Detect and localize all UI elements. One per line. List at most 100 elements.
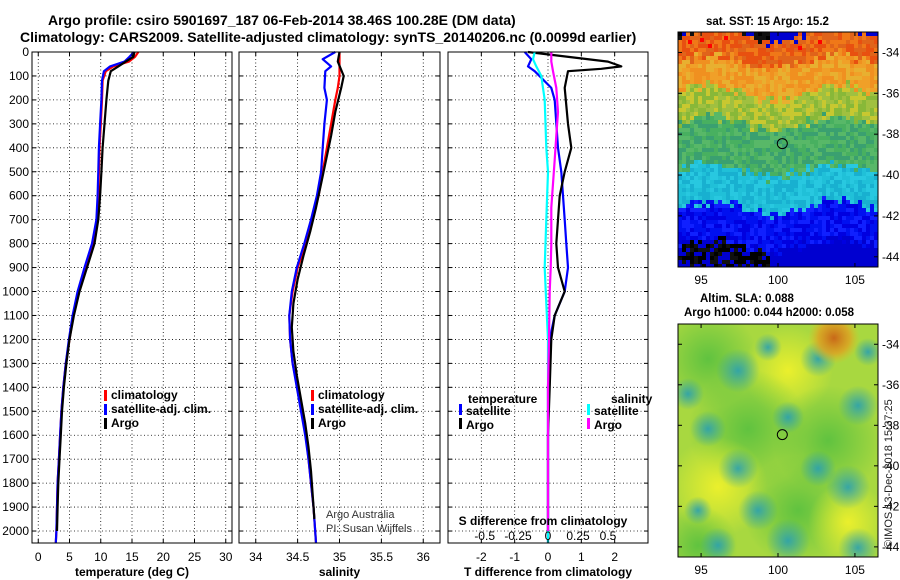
sst-pixel <box>802 120 806 124</box>
sst-pixel <box>798 32 802 36</box>
sst-pixel <box>810 88 814 92</box>
sst-pixel <box>686 36 690 40</box>
sst-pixel <box>818 64 822 68</box>
sst-pixel <box>698 152 702 156</box>
sst-pixel <box>726 208 730 212</box>
sst-pixel <box>706 148 710 152</box>
sst-pixel <box>806 132 810 136</box>
sst-pixel <box>810 136 814 140</box>
sst-pixel <box>874 212 878 216</box>
sst-pixel <box>790 224 794 228</box>
sst-pixel <box>710 208 714 212</box>
sst-pixel <box>790 160 794 164</box>
sst-pixel <box>826 124 830 128</box>
sst-pixel <box>746 212 750 216</box>
sst-pixel <box>874 232 878 236</box>
sst-pixel <box>790 264 794 267</box>
sst-pixel <box>770 240 774 244</box>
sst-pixel <box>762 204 766 208</box>
sst-pixel <box>866 76 870 80</box>
sst-pixel <box>766 184 770 188</box>
sst-pixel <box>810 188 814 192</box>
sst-pixel <box>702 244 706 248</box>
sst-pixel <box>778 52 782 56</box>
sst-pixel <box>814 160 818 164</box>
sst-pixel <box>858 92 862 96</box>
sst-pixel <box>810 184 814 188</box>
sst-pixel <box>722 172 726 176</box>
sst-pixel <box>766 152 770 156</box>
sst-pixel <box>714 96 718 100</box>
sst-pixel <box>766 172 770 176</box>
sst-pixel <box>838 228 842 232</box>
sst-pixel <box>714 32 718 36</box>
sst-pixel <box>778 132 782 136</box>
sst-pixel <box>870 192 874 196</box>
sst-pixel <box>842 220 846 224</box>
sst-pixel <box>718 156 722 160</box>
sst-pixel <box>694 120 698 124</box>
sst-pixel <box>862 192 866 196</box>
sst-pixel <box>846 220 850 224</box>
sst-pixel <box>698 124 702 128</box>
sst-pixel <box>850 48 854 52</box>
sst-pixel <box>826 84 830 88</box>
sst-pixel <box>698 252 702 256</box>
sst-pixel <box>722 216 726 220</box>
sst-pixel <box>806 40 810 44</box>
sst-pixel <box>714 88 718 92</box>
sst-pixel <box>738 124 742 128</box>
sst-pixel <box>690 120 694 124</box>
sst-pixel <box>730 80 734 84</box>
sst-pixel <box>746 132 750 136</box>
sst-pixel <box>854 104 858 108</box>
sst-pixel <box>834 44 838 48</box>
sst-pixel <box>874 108 878 112</box>
sst-pixel <box>746 36 750 40</box>
sst-pixel <box>794 248 798 252</box>
sst-pixel <box>838 252 842 256</box>
sst-pixel <box>810 84 814 88</box>
sst-pixel <box>814 128 818 132</box>
sst-pixel <box>814 220 818 224</box>
sst-pixel <box>802 200 806 204</box>
sst-pixel <box>702 224 706 228</box>
sst-pixel <box>714 232 718 236</box>
sst-pixel <box>738 52 742 56</box>
sst-pixel <box>858 120 862 124</box>
sst-pixel <box>838 44 842 48</box>
sst-pixel <box>782 188 786 192</box>
sst-pixel <box>754 240 758 244</box>
sst-pixel <box>722 112 726 116</box>
sst-pixel <box>862 124 866 128</box>
sst-pixel <box>794 208 798 212</box>
sst-pixel <box>862 60 866 64</box>
sst-pixel <box>706 140 710 144</box>
title-line-1: Argo profile: csiro 5901697_187 06-Feb-2… <box>48 12 516 28</box>
sst-pixel <box>850 124 854 128</box>
sst-pixel <box>718 168 722 172</box>
sst-pixel <box>762 244 766 248</box>
sst-pixel <box>862 76 866 80</box>
sst-pixel <box>726 140 730 144</box>
sst-pixel <box>806 252 810 256</box>
sst-pixel <box>814 156 818 160</box>
sst-pixel <box>866 172 870 176</box>
sst-pixel <box>678 216 682 220</box>
legend-swatch <box>311 404 314 415</box>
sst-pixel <box>842 96 846 100</box>
sst-pixel <box>778 152 782 156</box>
sst-pixel <box>822 140 826 144</box>
legend-label: Argo <box>594 418 622 432</box>
sst-pixel <box>714 112 718 116</box>
sst-pixel <box>710 60 714 64</box>
sst-pixel <box>802 188 806 192</box>
sst-pixel <box>782 240 786 244</box>
sst-pixel <box>678 32 682 36</box>
sst-pixel <box>730 84 734 88</box>
sst-pixel <box>682 56 686 60</box>
sst-pixel <box>798 184 802 188</box>
sst-pixel <box>726 248 730 252</box>
sst-pixel <box>838 240 842 244</box>
sst-pixel <box>746 184 750 188</box>
